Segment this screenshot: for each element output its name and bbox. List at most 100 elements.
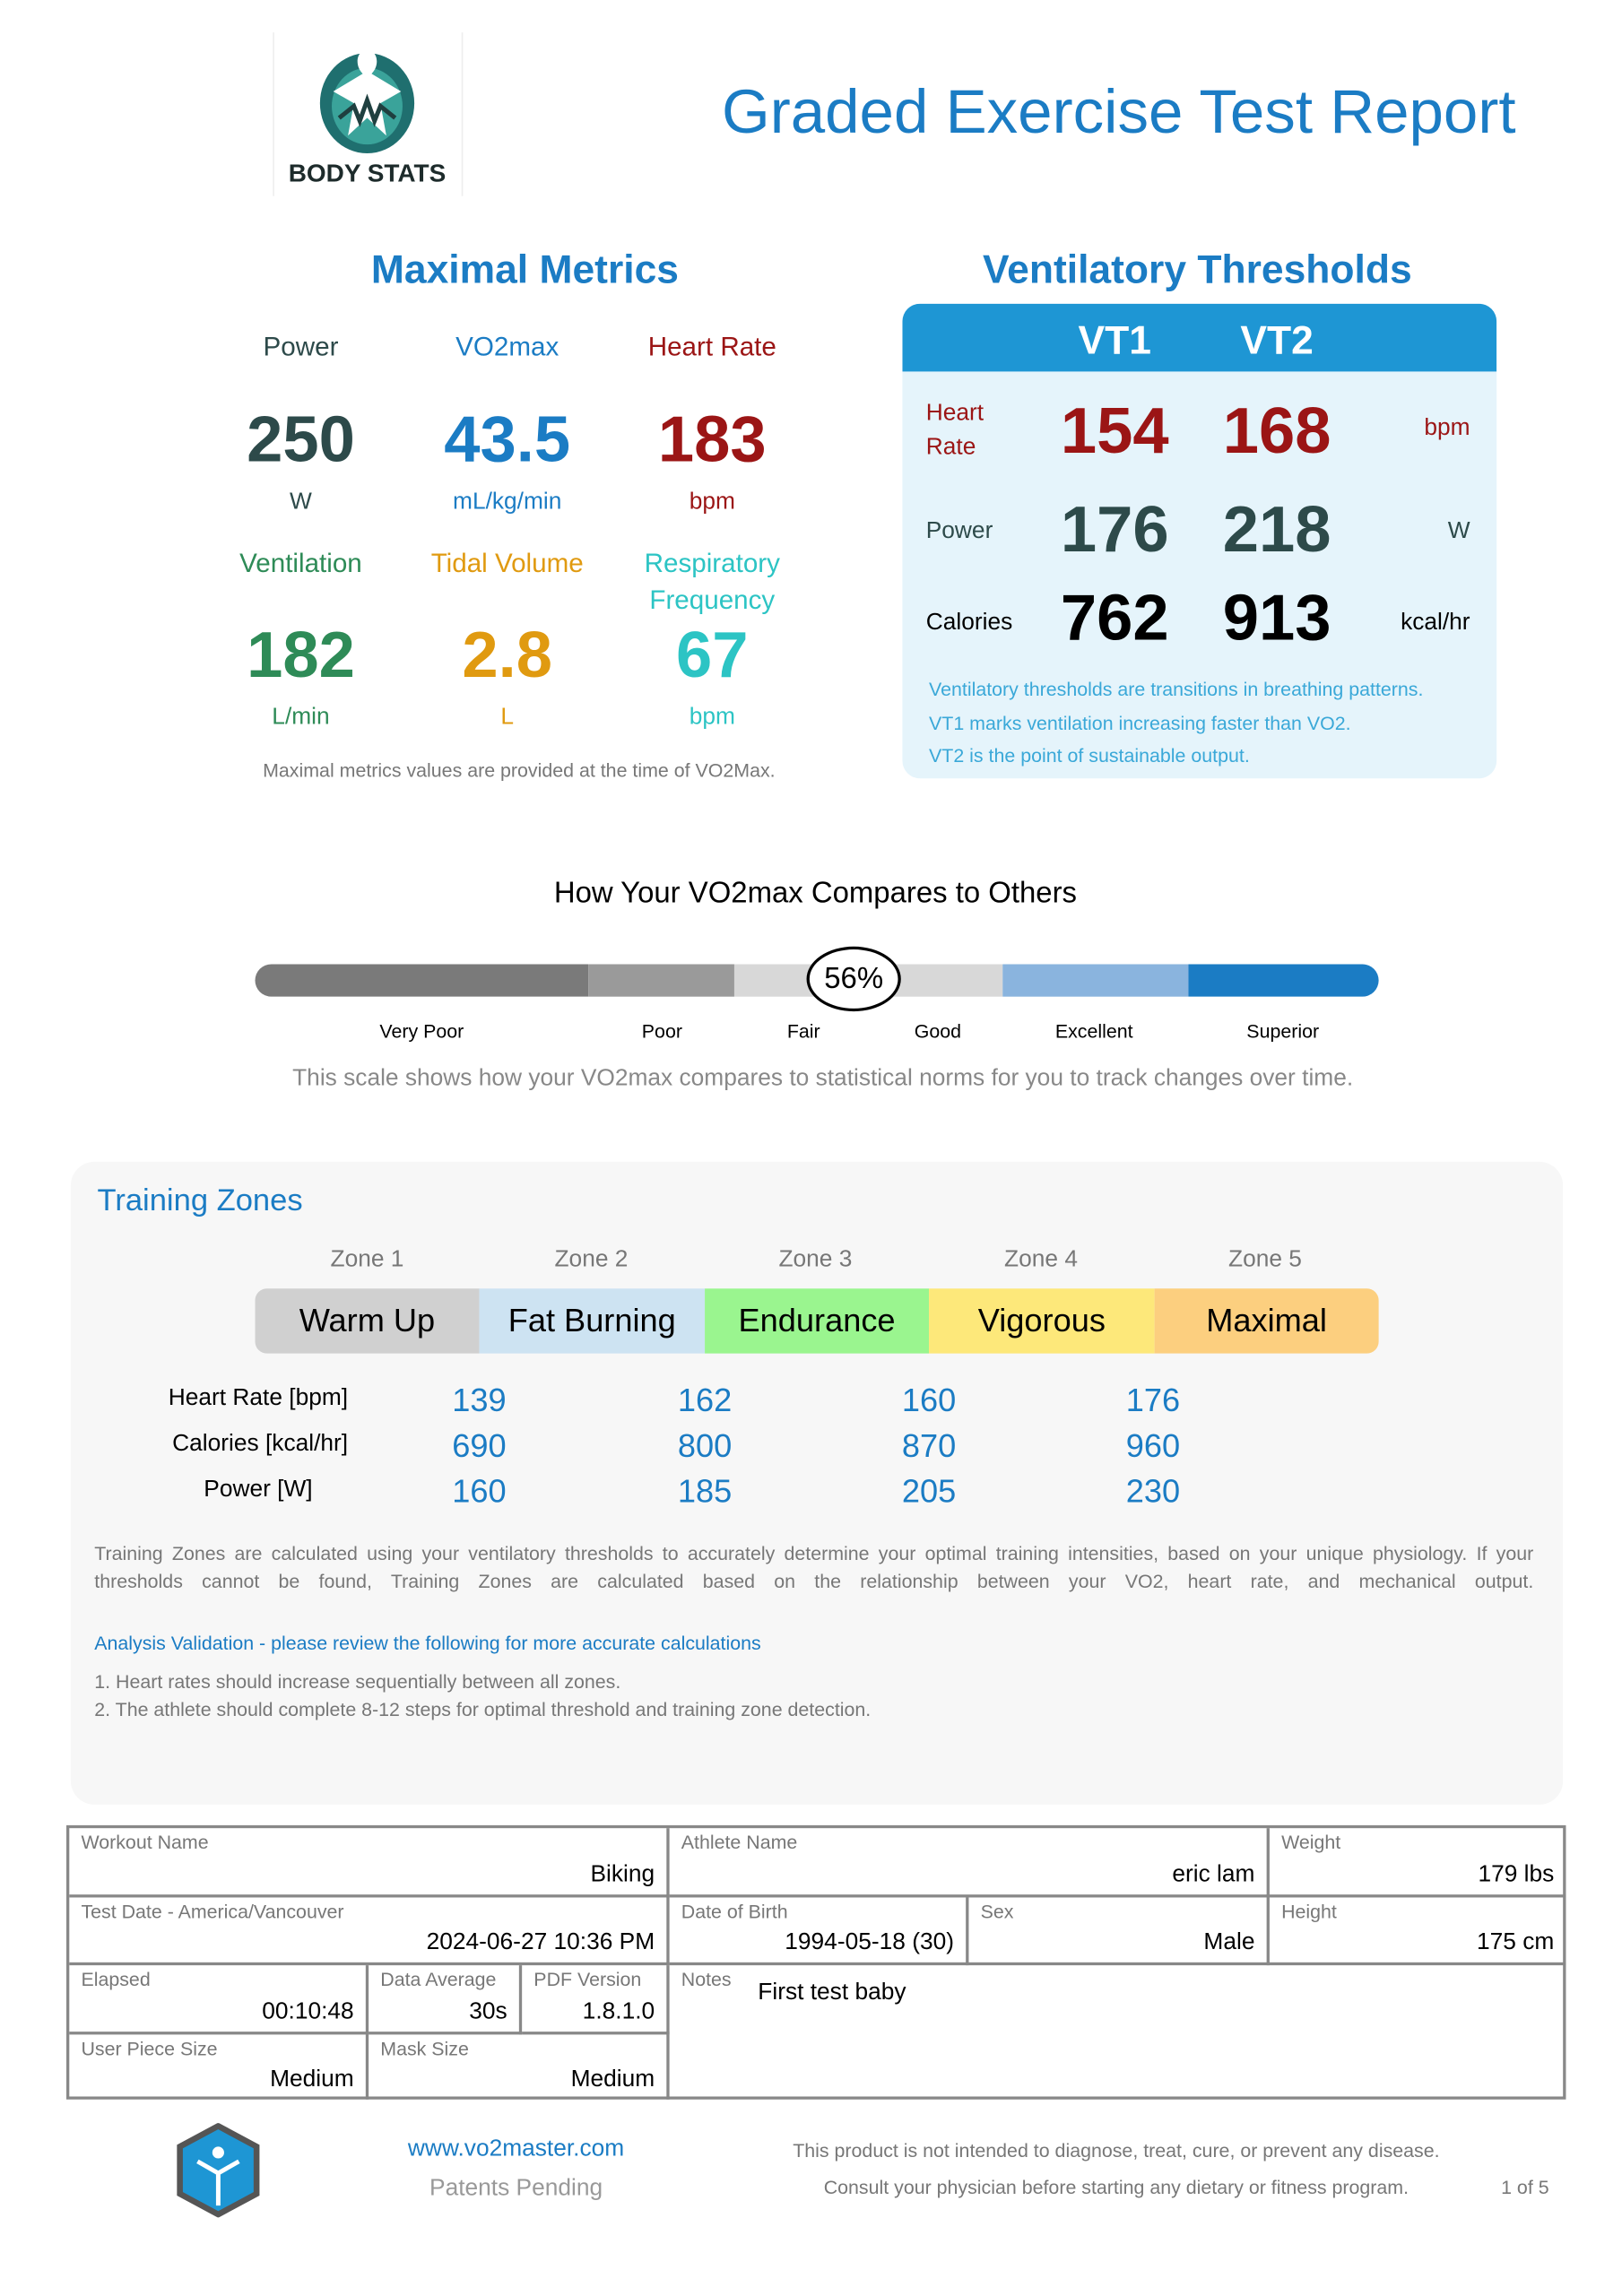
vt2-calories-value: 913 [1222, 582, 1331, 655]
session-info-table: Workout Name Biking Athlete Name eric lam … [66, 1824, 1566, 2100]
zone-1-warm-up: Warm Up [255, 1288, 480, 1354]
notes-cell: Notes First test baby [670, 1965, 1566, 2100]
metric-power-value: 250 [247, 403, 355, 477]
zone-hr-value: 162 [677, 1381, 733, 1419]
vo2master-logo-icon [177, 2123, 260, 2218]
metric-tidal-volume-unit: L [500, 705, 515, 731]
height-cell: Height 175 cm [1269, 1897, 1566, 1966]
metric-ventilation-value: 182 [247, 619, 355, 692]
zone-5-maximal: Maximal [1154, 1288, 1379, 1354]
metric-vo2max-unit: mL/kg/min [453, 489, 562, 515]
zone-4-label: Zone 4 [1004, 1247, 1078, 1273]
percentile-marker: 56% [806, 946, 901, 1012]
logo-text: BODY STATS [288, 159, 447, 187]
metric-ventilation-label: Ventilation [239, 548, 362, 578]
zones-description: Training Zones are calculated using your… [94, 1542, 1534, 1593]
zone-5-label: Zone 5 [1228, 1247, 1302, 1273]
mask-size-cell: Mask Size Medium [369, 2034, 670, 2100]
vt2-power-value: 218 [1222, 493, 1331, 567]
sex-label: Sex [980, 1900, 1014, 1923]
zone-2-fat-burning: Fat Burning [479, 1288, 706, 1354]
scale-very-poor [255, 964, 589, 997]
compare-note: This scale shows how your VO2max compare… [292, 1065, 1354, 1091]
vt-calories-unit: kcal/hr [1401, 610, 1470, 636]
weight-cell: Weight 179 lbs [1269, 1828, 1566, 1898]
report-title: Graded Exercise Test Report [722, 76, 1516, 146]
vt-title: Ventilatory Thresholds [982, 247, 1412, 292]
body-stats-logo: BODY STATS [273, 32, 464, 196]
scale-excellent [1002, 964, 1189, 997]
vt-hr-unit: bpm [1424, 415, 1470, 441]
maximal-note: Maximal metrics values are provided at t… [263, 758, 776, 782]
website-link[interactable]: www.vo2master.com [407, 2136, 625, 2162]
test-date-cell: Test Date - America/Vancouver 2024-06-27 … [69, 1897, 670, 1966]
validation-item-1: 1. Heart rates should increase sequentia… [94, 1670, 621, 1693]
metric-heart-rate-unit: bpm [689, 489, 735, 515]
notes-value: First test baby [758, 1980, 906, 2006]
level-excellent: Excellent [1054, 1019, 1133, 1043]
vt-note-3: VT2 is the point of sustainable output. [929, 744, 1250, 767]
elapsed-label: Elapsed [81, 1968, 151, 1991]
pdf-version-label: PDF Version [533, 1968, 642, 1991]
vt-hr-label-2: Rate [925, 435, 976, 461]
user-piece-cell: User Piece Size Medium [69, 2034, 369, 2100]
zone-2-label: Zone 2 [554, 1247, 629, 1273]
zone-calories-value: 870 [901, 1426, 957, 1464]
level-good: Good [914, 1019, 962, 1043]
zone-power-value: 205 [901, 1472, 957, 1510]
zone-power-value: 185 [677, 1472, 733, 1510]
page-number: 1 of 5 [1501, 2176, 1549, 2198]
mask-size-value: Medium [570, 2066, 655, 2092]
metric-power-label: Power [263, 332, 339, 361]
sex-value: Male [1203, 1929, 1255, 1955]
workout-name-label: Workout Name [81, 1831, 209, 1854]
vt1-calories-value: 762 [1060, 582, 1169, 655]
metric-vo2max-label: VO2max [455, 332, 559, 361]
dob-value: 1994-05-18 (30) [785, 1929, 954, 1955]
athlete-name-label: Athlete Name [681, 1831, 798, 1854]
zone-3-label: Zone 3 [778, 1247, 853, 1273]
zone-hr-value: 160 [901, 1381, 957, 1419]
athlete-name-value: eric lam [1172, 1862, 1255, 1887]
level-poor: Poor [641, 1019, 682, 1043]
zone-1-label: Zone 1 [330, 1247, 404, 1273]
vt-power-unit: W [1447, 518, 1470, 544]
workout-name-value: Biking [590, 1862, 655, 1887]
metric-resp-freq-value: 67 [676, 619, 749, 692]
vt2-header: VT2 [1240, 318, 1314, 363]
zone-3-endurance: Endurance [705, 1288, 930, 1354]
notes-label: Notes [681, 1968, 732, 1991]
vt1-power-value: 176 [1060, 493, 1169, 567]
patents-pending: Patents Pending [429, 2176, 603, 2202]
vt-note-1: Ventilatory thresholds are transitions i… [929, 678, 1424, 701]
metric-vo2max-value: 43.5 [444, 403, 571, 477]
metric-heart-rate-label: Heart Rate [647, 332, 776, 361]
vt-panel: VT1 VT2 Heart Rate 154 168 bpm Power 176… [902, 303, 1497, 779]
zone-hr-value: 139 [452, 1381, 507, 1419]
training-zones-title: Training Zones [97, 1183, 303, 1218]
height-label: Height [1281, 1900, 1337, 1923]
metric-ventilation-unit: L/min [272, 705, 330, 731]
elapsed-value: 00:10:48 [262, 1998, 354, 2024]
zone-power-value: 160 [452, 1472, 507, 1510]
vt1-header: VT1 [1078, 318, 1151, 363]
vt2-hr-value: 168 [1222, 394, 1331, 468]
metric-resp-freq-label-1: Respiratory [644, 548, 780, 578]
zone-row-power-label: Power [W] [204, 1477, 313, 1503]
disclaimer: This product is not intended to diagnose… [793, 2139, 1440, 2162]
zone-hr-value: 176 [1125, 1381, 1181, 1419]
zone-calories-value: 800 [677, 1426, 733, 1464]
vt-note-2: VT1 marks ventilation increasing faster … [929, 712, 1351, 734]
test-date-label: Test Date - America/Vancouver [81, 1900, 344, 1923]
test-date-value: 2024-06-27 10:36 PM [426, 1929, 655, 1955]
training-zones-panel [70, 1161, 1564, 1805]
consult-note: Consult your physician before starting a… [823, 2176, 1409, 2198]
metric-tidal-volume-value: 2.8 [462, 619, 553, 692]
zone-row-calories-label: Calories [kcal/hr] [172, 1431, 349, 1457]
metric-resp-freq-unit: bpm [689, 705, 735, 731]
weight-value: 179 lbs [1478, 1862, 1555, 1887]
sex-cell: Sex Male [968, 1897, 1270, 1966]
vt-calories-label: Calories [925, 610, 1013, 636]
zone-4-vigorous: Vigorous [929, 1288, 1155, 1354]
